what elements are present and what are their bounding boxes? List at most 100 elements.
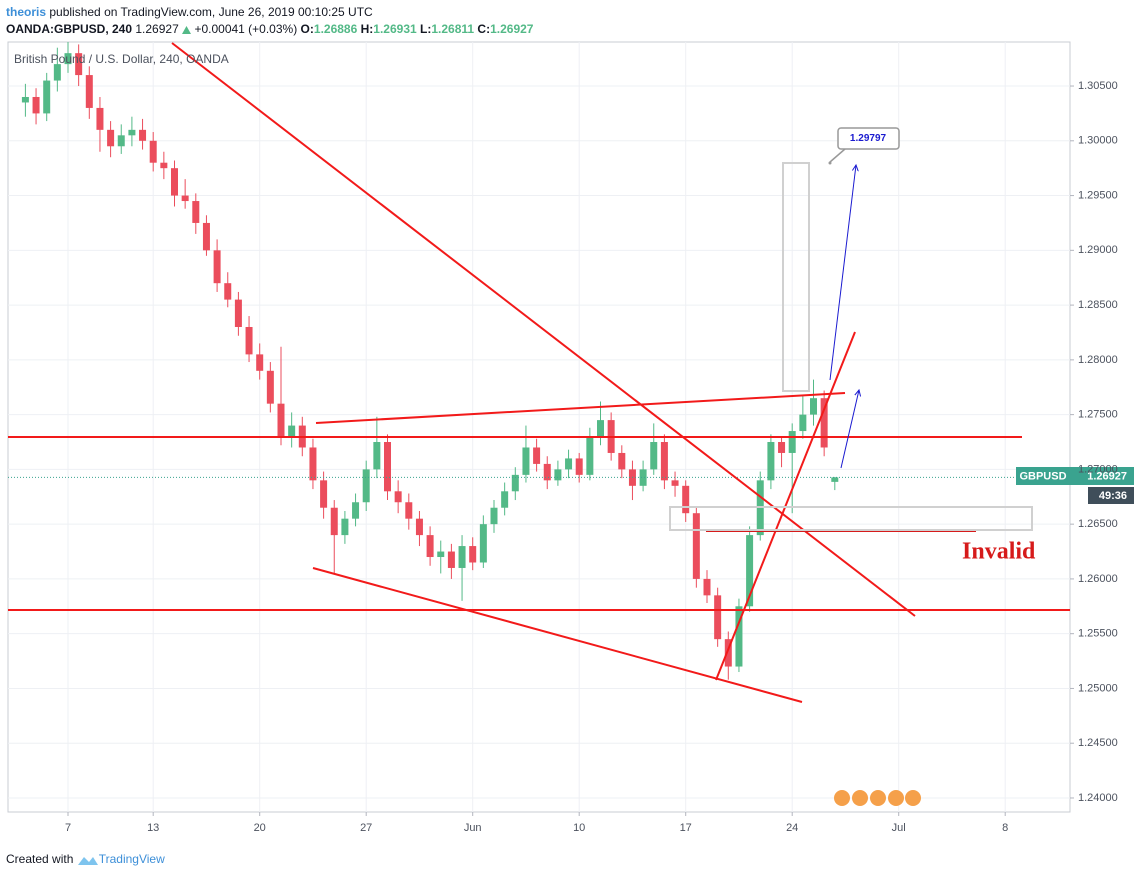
candle-body <box>543 463 551 481</box>
price-label: 1.26927 <box>1087 470 1127 482</box>
candle-body <box>85 75 93 108</box>
candle-body <box>735 606 743 667</box>
up-arrow <box>182 25 192 34</box>
symbol-line: OANDA:GBPUSD, 240 1.26927 +0.00041 (+0.0… <box>6 22 533 36</box>
candle-body <box>373 442 381 470</box>
y-tick-label: 1.29000 <box>1078 244 1118 256</box>
candle-body <box>746 535 754 607</box>
c-label: C: <box>477 22 491 36</box>
candle-body <box>160 162 168 169</box>
drawings <box>8 42 1070 703</box>
candle-body <box>767 442 775 481</box>
candle-body <box>320 480 328 508</box>
y-tick-label: 1.27000 <box>1078 463 1118 475</box>
close: 1.26927 <box>490 22 534 36</box>
candle-body <box>501 491 509 508</box>
trend-line <box>312 567 803 703</box>
candle-body <box>53 64 61 81</box>
candle-body <box>714 595 722 640</box>
candle-body <box>575 458 583 475</box>
candle-body <box>117 135 125 147</box>
x-tick-label: 13 <box>147 822 159 834</box>
h-label: H: <box>360 22 374 36</box>
y-tick-label: 1.26000 <box>1078 573 1118 585</box>
trend-line <box>171 42 916 617</box>
high: 1.26931 <box>373 22 417 36</box>
candle-body <box>149 140 157 163</box>
candle-body <box>458 546 466 568</box>
candle-body <box>224 283 232 300</box>
candle-body <box>490 507 498 525</box>
brand[interactable]: TradingView <box>98 852 165 866</box>
candle-body <box>330 507 338 536</box>
candle-body <box>245 326 253 355</box>
projection-arrow <box>829 165 856 381</box>
y-tick-label: 1.28500 <box>1078 299 1118 311</box>
candle-body <box>277 403 285 437</box>
candle-body <box>671 480 679 486</box>
change: +0.00041 (+0.03%) <box>194 22 298 36</box>
y-tick-label: 1.26500 <box>1078 518 1118 530</box>
x-tick-label: 7 <box>65 822 71 834</box>
plot-area <box>7 41 1071 813</box>
countdown: 49:36 <box>1099 490 1127 502</box>
projection-arrow <box>840 390 859 469</box>
candle-body <box>650 442 658 470</box>
trend-line <box>315 392 846 424</box>
symbol-badge <box>1016 467 1070 485</box>
candle-body <box>618 452 626 470</box>
y-tick-label: 1.24500 <box>1078 737 1118 749</box>
zone <box>669 506 1033 531</box>
logo <box>77 856 98 865</box>
target-label: 1.29797 <box>850 133 887 144</box>
candle-body <box>192 201 200 223</box>
candle-body <box>288 425 296 437</box>
candle-body <box>96 107 104 130</box>
candle-body <box>554 469 562 481</box>
candle-body <box>479 524 487 563</box>
candle-body <box>703 578 711 596</box>
candle-body <box>415 518 423 536</box>
candle-body <box>405 502 413 519</box>
candle-body <box>724 639 732 667</box>
y-tick-label: 1.25500 <box>1078 628 1118 640</box>
open: 1.26886 <box>313 22 358 36</box>
footer: Created with TradingView <box>6 852 165 866</box>
candle-body <box>266 370 274 404</box>
candle-body <box>139 129 147 141</box>
candle-body <box>447 551 455 568</box>
candle-body <box>586 436 594 475</box>
candle-body <box>820 398 828 448</box>
y-tick-label: 1.24000 <box>1078 792 1118 804</box>
x-tick-label: 17 <box>680 822 692 834</box>
price-badge <box>1070 467 1134 485</box>
candle-body <box>75 53 83 76</box>
candle-body <box>21 96 29 103</box>
candle-body <box>778 442 786 453</box>
zone <box>782 162 810 392</box>
y-tick-label: 1.30500 <box>1078 80 1118 92</box>
candle-body <box>692 513 700 579</box>
candle-body <box>362 469 370 503</box>
candle-body <box>597 420 604 437</box>
y-tick-label: 1.29500 <box>1078 189 1118 201</box>
candle-body <box>171 168 178 196</box>
candle-body <box>426 535 434 558</box>
candle-body <box>394 491 402 503</box>
candle-body <box>639 469 647 486</box>
author[interactable]: theoris <box>6 5 47 19</box>
low: 1.26811 <box>431 22 475 36</box>
chart-title: British Pound / U.S. Dollar, 240, OANDA <box>14 52 229 66</box>
candle-body <box>32 96 40 114</box>
candle-body <box>469 546 477 563</box>
candle-body <box>682 485 690 514</box>
candle-body <box>213 250 221 284</box>
o-label: O: <box>300 22 314 36</box>
candle-body <box>660 442 668 481</box>
candle-body <box>43 80 51 114</box>
x-tick-label: Jul <box>892 822 906 834</box>
target-point <box>828 161 832 165</box>
x-tick-label: 24 <box>786 822 798 834</box>
x-tick-label: 20 <box>254 822 266 834</box>
